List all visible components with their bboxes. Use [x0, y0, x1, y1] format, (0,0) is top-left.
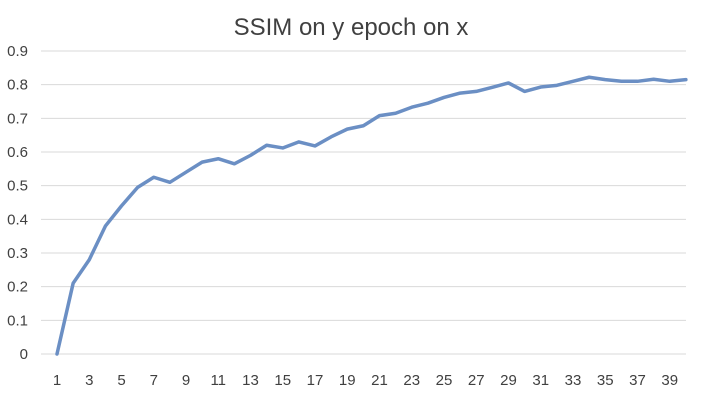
y-tick-label: 0.7: [7, 110, 28, 127]
y-tick-label: 0.6: [7, 144, 28, 161]
y-axis-tick-labels: 0 0.1 0.2 0.3 0.4 0.5 0.6 0.7 0.8 0.9: [7, 43, 28, 363]
gridlines: [41, 50, 686, 355]
x-axis-tick-labels: 1 3 5 7 9 11 13 15 17 19 21 23 25 27 29 31 33 35 37 39: [53, 372, 678, 389]
x-tick-label: 7: [150, 372, 158, 389]
series-line: [55, 75, 688, 356]
x-tick-label: 1: [53, 372, 61, 389]
series-layer: [55, 75, 688, 356]
x-tick-label: 21: [371, 372, 388, 389]
x-tick-label: 33: [565, 372, 582, 389]
x-tick-label: 31: [532, 372, 549, 389]
y-tick-label: 0.9: [7, 43, 28, 60]
y-tick-label: 0.1: [7, 312, 28, 329]
x-tick-label: 5: [117, 372, 125, 389]
x-tick-label: 17: [307, 372, 324, 389]
x-tick-label: 37: [629, 372, 646, 389]
y-tick-label: 0.4: [7, 211, 28, 228]
x-tick-label: 39: [661, 372, 678, 389]
x-tick-label: 3: [85, 372, 93, 389]
x-tick-label: 9: [182, 372, 190, 389]
y-tick-label: 0.3: [7, 245, 28, 262]
y-tick-label: 0.8: [7, 77, 28, 94]
x-tick-label: 27: [468, 372, 485, 389]
x-tick-label: 15: [274, 372, 291, 389]
chart-title: SSIM on y epoch on x: [234, 14, 469, 41]
x-tick-label: 19: [339, 372, 356, 389]
y-tick-label: 0.2: [7, 279, 28, 296]
x-tick-label: 25: [436, 372, 453, 389]
y-tick-label: 0.5: [7, 178, 28, 195]
x-tick-label: 11: [210, 372, 226, 389]
x-tick-label: 35: [597, 372, 614, 389]
x-tick-label: 23: [403, 372, 420, 389]
y-tick-label: 0: [20, 346, 28, 363]
x-tick-label: 13: [242, 372, 259, 389]
x-tick-label: 29: [500, 372, 517, 389]
